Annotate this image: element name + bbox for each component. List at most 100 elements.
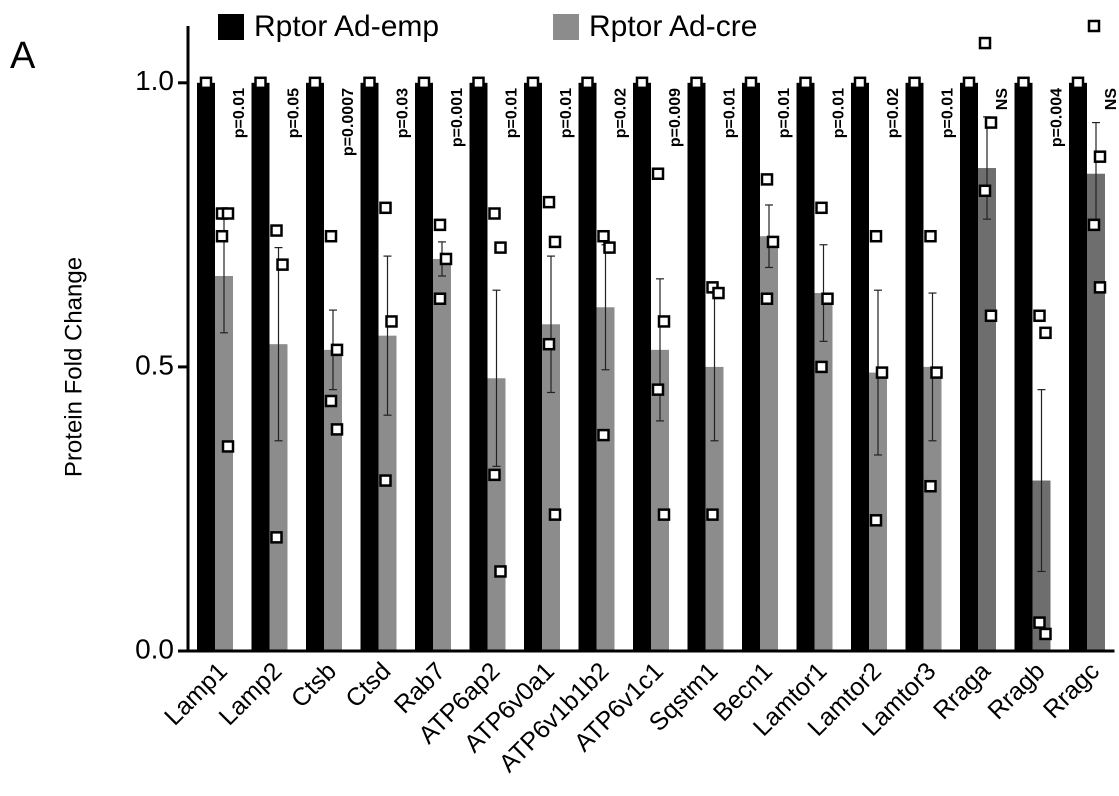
data-point: [1087, 19, 1101, 33]
x-tick-label: Ctsb: [286, 657, 342, 713]
y-tick-label: 1.0: [135, 65, 174, 96]
bar: [905, 82, 924, 652]
x-tick-label: Lamp2: [214, 657, 288, 731]
data-point: [494, 565, 507, 578]
data-point: [815, 201, 828, 215]
data-point: [215, 229, 229, 243]
legend-label: Rptor Ad-emp: [254, 10, 439, 43]
data-point: [962, 76, 976, 90]
data-point: [542, 195, 556, 209]
bar: [596, 307, 615, 651]
annotation: p=0.01: [722, 88, 739, 138]
data-point: [978, 36, 992, 50]
bar: [742, 82, 760, 652]
data-point: [635, 76, 649, 90]
x-tick-label: Rragb: [982, 657, 1050, 725]
data-point: [651, 167, 665, 180]
bar: [923, 366, 942, 651]
data-point: [908, 76, 921, 90]
bar: [415, 82, 433, 652]
bar: [760, 236, 778, 651]
data-point: [439, 252, 453, 266]
legend-swatch: [553, 14, 579, 40]
data-point: [744, 76, 758, 90]
annotation: p=0.03: [395, 88, 412, 138]
data-point: [526, 76, 540, 90]
data-point: [1071, 76, 1085, 90]
data-point: [690, 76, 703, 90]
data-point: [875, 366, 889, 379]
data-point: [221, 207, 235, 220]
data-point: [984, 309, 998, 323]
annotation: p=0.01: [231, 88, 248, 138]
bar: [469, 82, 488, 652]
annotation: p=0.001: [449, 88, 466, 147]
data-point: [821, 292, 834, 305]
bar: [306, 82, 324, 652]
data-point: [597, 428, 610, 442]
y-tick-label: 0.5: [135, 349, 174, 380]
data-point: [1017, 76, 1030, 90]
data-point: [1039, 326, 1052, 340]
annotation: p=0.004: [1049, 88, 1066, 147]
x-tick-label: Ctsd: [340, 657, 396, 713]
data-point: [712, 286, 725, 300]
bar: [978, 168, 996, 651]
x-tick-label: Rragc: [1038, 657, 1105, 724]
data-point: [657, 508, 671, 521]
annotation: p=0.01: [504, 88, 521, 138]
data-point: [254, 76, 267, 90]
x-tick-label: Rraga: [928, 657, 996, 725]
data-point: [924, 479, 937, 493]
bar: [269, 344, 288, 651]
bar: [360, 82, 379, 652]
data-point: [270, 224, 283, 237]
y-tick-label: 0.0: [135, 633, 174, 664]
data-point: [799, 76, 812, 90]
annotation: p=0.01: [831, 88, 848, 138]
legend-swatch: [218, 14, 244, 40]
data-point: [542, 337, 556, 351]
panel-label: A: [10, 35, 36, 77]
data-point: [930, 366, 943, 379]
data-point: [308, 76, 322, 90]
bar: [814, 293, 833, 651]
data-point: [548, 235, 562, 249]
data-point: [760, 292, 774, 305]
data-point: [488, 207, 501, 220]
bar: [487, 378, 506, 651]
bar: [1069, 82, 1087, 652]
data-point: [494, 241, 507, 254]
bar: [542, 324, 560, 651]
bar: [796, 82, 815, 652]
y-axis-label: Protein Fold Change: [60, 257, 87, 477]
bar: [960, 82, 978, 652]
data-point: [221, 440, 235, 453]
data-point: [869, 514, 883, 527]
data-point: [815, 360, 828, 374]
data-point: [581, 76, 594, 90]
annotation: p=0.05: [286, 88, 303, 138]
legend-label: Rptor Ad-cre: [589, 10, 757, 43]
data-point: [379, 474, 392, 487]
annotation: p=0.02: [885, 88, 902, 138]
bar: [433, 258, 451, 651]
annotation: p=0.01: [940, 88, 957, 138]
data-point: [869, 229, 883, 243]
bar: [1087, 173, 1105, 651]
data-point: [330, 343, 344, 357]
annotation: NS: [1103, 88, 1119, 111]
data-point: [706, 508, 719, 521]
data-point: [760, 173, 774, 186]
data-point: [1093, 150, 1107, 163]
bar: [197, 82, 215, 652]
data-point: [488, 468, 501, 482]
bar: [651, 349, 669, 651]
data-point: [385, 315, 398, 328]
bar: [851, 82, 869, 652]
data-point: [330, 423, 344, 436]
data-point: [924, 229, 937, 243]
data-point: [597, 229, 610, 243]
annotation: NS: [994, 88, 1011, 111]
